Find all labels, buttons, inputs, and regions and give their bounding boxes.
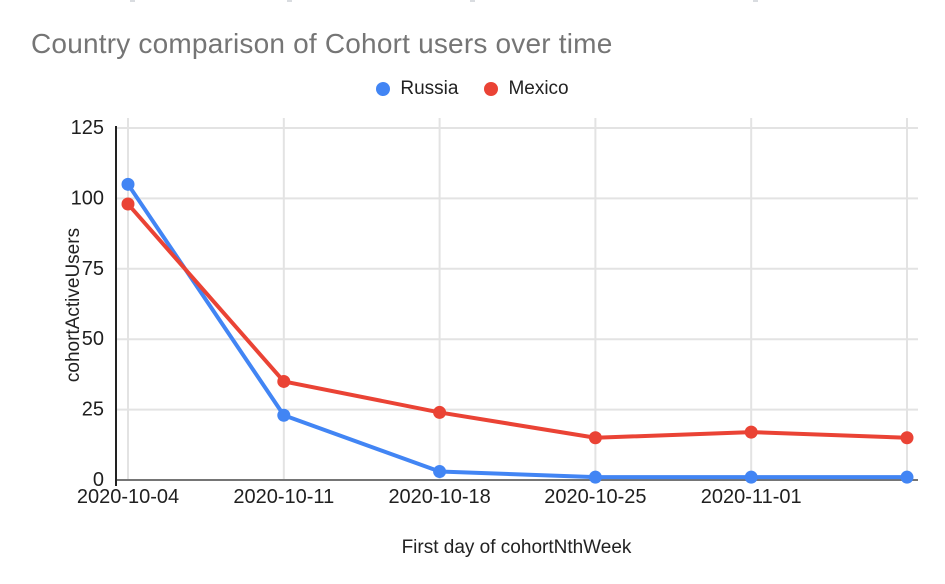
legend-item-russia: Russia <box>376 78 458 100</box>
y-tick-label: 125 <box>71 117 104 139</box>
y-tick-label: 75 <box>82 258 104 280</box>
crop-artifact <box>287 0 292 2</box>
legend-label-mexico: Mexico <box>508 78 569 99</box>
legend: Russia Mexico <box>0 76 945 102</box>
data-point-russia[interactable] <box>744 470 758 484</box>
data-point-mexico[interactable] <box>900 431 914 445</box>
data-point-russia[interactable] <box>121 177 135 191</box>
y-tick-label: 100 <box>71 187 104 209</box>
crop-artifact <box>753 0 758 2</box>
data-point-mexico[interactable] <box>588 431 602 445</box>
y-axis-title: cohortActiveUsers <box>63 227 84 383</box>
series-line-mexico <box>126 202 909 440</box>
crop-artifact <box>130 0 135 2</box>
data-point-russia[interactable] <box>277 408 291 422</box>
data-point-mexico[interactable] <box>433 405 447 419</box>
legend-label-russia: Russia <box>400 78 459 99</box>
x-tick-label: 2020-10-04 <box>77 486 179 508</box>
x-tick-label: 2020-10-25 <box>544 486 646 508</box>
x-tick-label: 2020-11-01 <box>701 486 802 508</box>
chart-title: Country comparison of Cohort users over … <box>31 28 613 59</box>
y-tick-label: 50 <box>82 328 104 350</box>
data-point-russia[interactable] <box>900 470 914 484</box>
x-tick-label: 2020-10-11 <box>233 486 334 508</box>
y-tick-label: 0 <box>93 469 104 491</box>
crop-artifact <box>470 0 475 2</box>
series-line-russia <box>126 182 909 480</box>
y-tick-label: 25 <box>82 399 104 421</box>
data-point-mexico[interactable] <box>277 374 291 388</box>
data-point-russia[interactable] <box>588 470 602 484</box>
x-axis-title: First day of cohortNthWeek <box>401 537 632 558</box>
data-point-mexico[interactable] <box>744 425 758 439</box>
data-point-mexico[interactable] <box>121 197 135 211</box>
x-tick-label: 2020-10-18 <box>388 486 490 508</box>
legend-dot-mexico-icon <box>484 82 499 96</box>
legend-item-mexico: Mexico <box>484 78 569 100</box>
data-point-russia[interactable] <box>433 465 447 479</box>
legend-dot-russia-icon <box>376 82 391 96</box>
